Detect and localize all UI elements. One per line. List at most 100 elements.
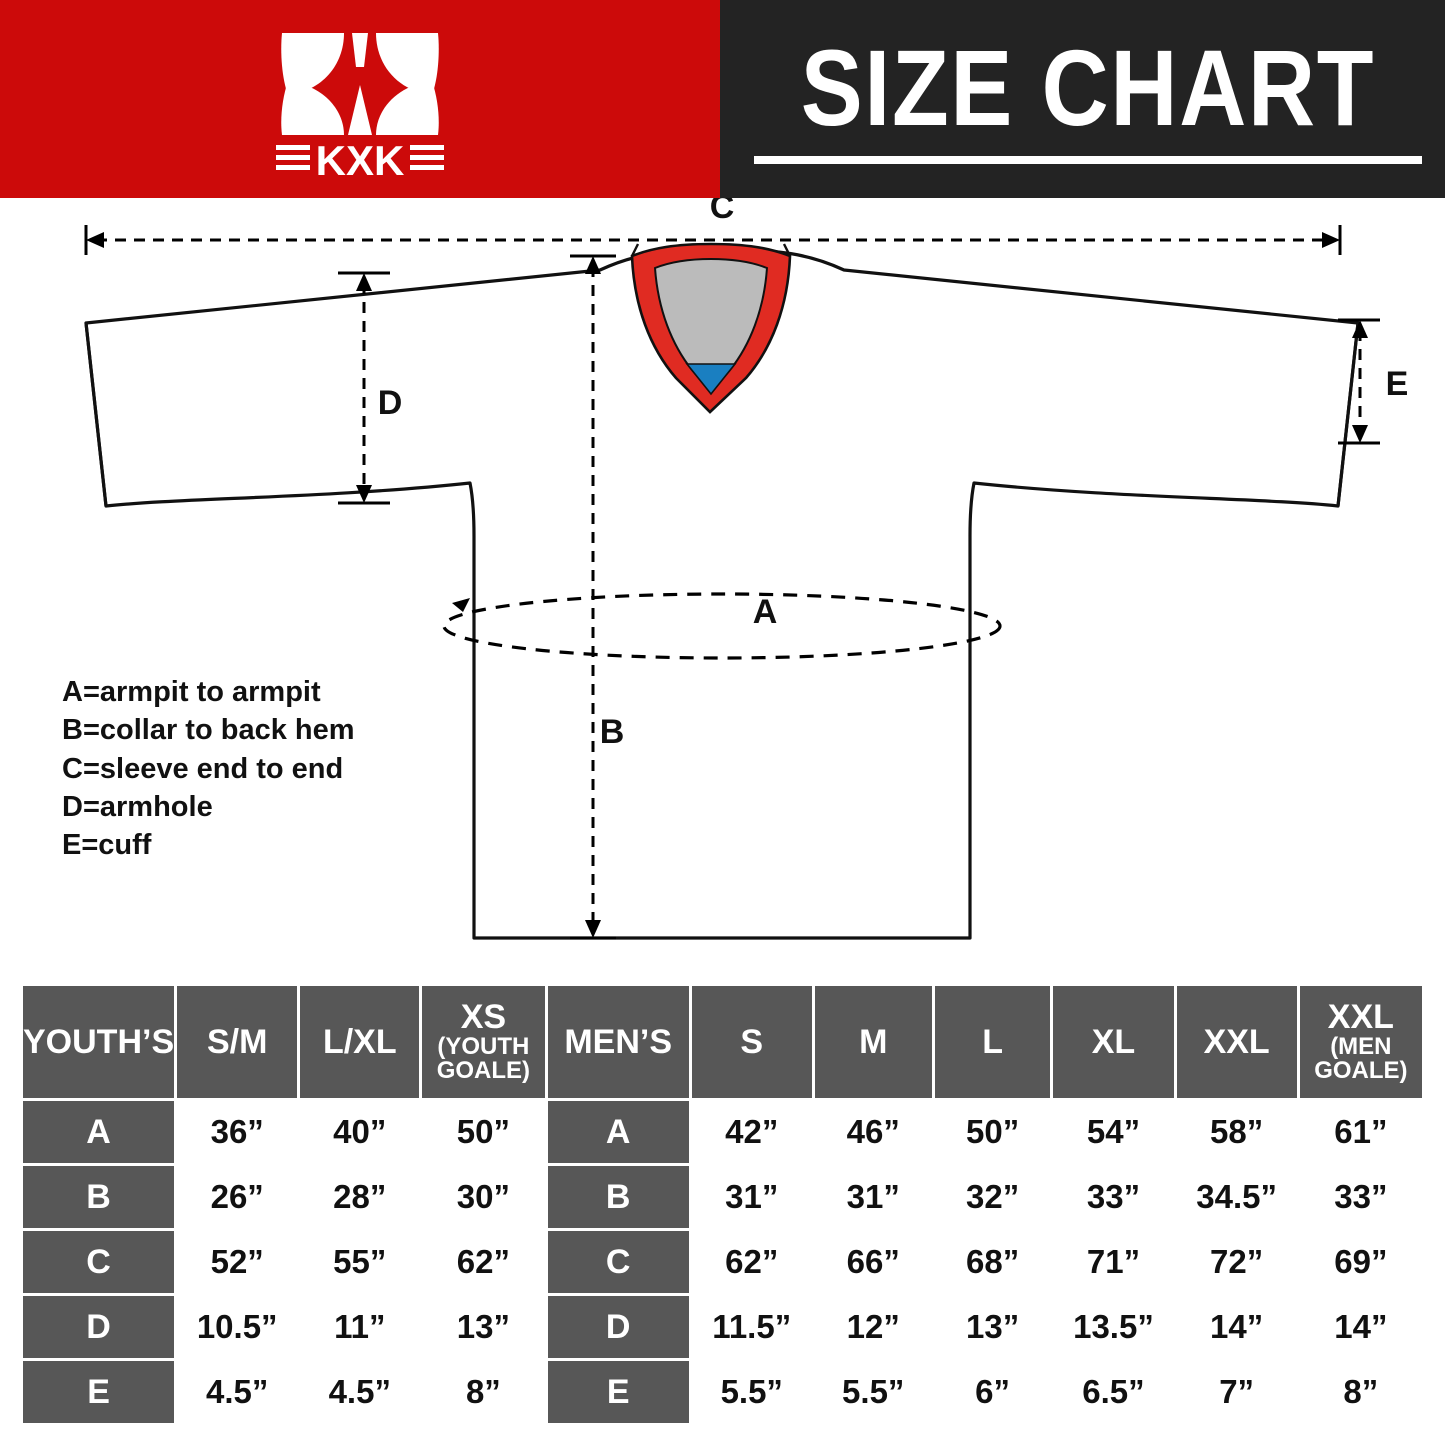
logo-wordmark: KXK xyxy=(316,137,405,179)
cell-men-xl-c: 71” xyxy=(1053,1231,1174,1293)
header-youths: YOUTH’S xyxy=(23,986,175,1098)
cell-youth-lxl-b: 28” xyxy=(300,1166,420,1228)
cell-men-m-d: 12” xyxy=(814,1296,932,1358)
header-mens-label: MEN’S xyxy=(564,1022,673,1061)
size-table-container: YOUTH’S S/M L/XL XS (YOUTH GOALE) MEN’S … xyxy=(20,983,1425,1426)
cell-men-xxl-b: 34.5” xyxy=(1176,1166,1297,1228)
cell-men-goale-b: 33” xyxy=(1299,1166,1422,1228)
table-row: E 4.5” 4.5” 8” E 5.5” 5.5” 6” 6.5” 7” 8” xyxy=(23,1361,1422,1423)
label-b: B xyxy=(600,713,625,751)
table-row: B 26” 28” 30” B 31” 31” 32” 33” 34.5” 33… xyxy=(23,1166,1422,1228)
row-label-men-c: C xyxy=(547,1231,689,1293)
header-men-goale: XXL (MEN GOALE) xyxy=(1299,986,1422,1098)
cell-youth-xs-e: 8” xyxy=(422,1361,545,1423)
header-youth-xs: XS (YOUTH GOALE) xyxy=(422,986,545,1098)
cell-men-s-a: 42” xyxy=(691,1101,812,1163)
dimension-c xyxy=(84,225,1342,255)
row-label-men-b: B xyxy=(547,1166,689,1228)
header-men-xl: XL xyxy=(1053,986,1174,1098)
header-men-xxl: XXL xyxy=(1176,986,1297,1098)
table-row: D 10.5” 11” 13” D 11.5” 12” 13” 13.5” 14… xyxy=(23,1296,1422,1358)
cell-men-s-b: 31” xyxy=(691,1166,812,1228)
header-men-l: L xyxy=(934,986,1051,1098)
dimension-e xyxy=(1338,318,1380,445)
header-men-goale-label: XXL xyxy=(1327,998,1394,1037)
table-body: A 36” 40” 50” A 42” 46” 50” 54” 58” 61” … xyxy=(23,1101,1422,1423)
header-youth-sm-label: S/M xyxy=(206,1022,268,1061)
cell-youth-xs-c: 62” xyxy=(422,1231,545,1293)
header-men-m-label: M xyxy=(859,1022,888,1061)
page-header: KXK SIZE CHART xyxy=(0,0,1445,198)
cell-men-m-b: 31” xyxy=(814,1166,932,1228)
header-youth-lxl: L/XL xyxy=(300,986,420,1098)
cell-youth-sm-b: 26” xyxy=(177,1166,298,1228)
cell-men-l-e: 6” xyxy=(934,1361,1051,1423)
cell-youth-sm-e: 4.5” xyxy=(177,1361,298,1423)
legend-line-b: B=collar to back hem xyxy=(62,714,355,747)
header-youth-sm: S/M xyxy=(177,986,298,1098)
header-men-s-label: S xyxy=(740,1022,764,1061)
cell-men-xxl-c: 72” xyxy=(1176,1231,1297,1293)
jersey-technical-drawing: C D E A B xyxy=(84,198,1409,940)
collar-accent xyxy=(685,363,737,396)
page-title: SIZE CHART xyxy=(800,27,1375,148)
cell-men-l-c: 68” xyxy=(934,1231,1051,1293)
row-label-youth-a: A xyxy=(23,1101,175,1163)
cell-youth-lxl-c: 55” xyxy=(300,1231,420,1293)
legend-line-e: E=cuff xyxy=(62,829,152,862)
title-panel: SIZE CHART xyxy=(720,0,1445,198)
cell-men-m-e: 5.5” xyxy=(814,1361,932,1423)
cell-youth-sm-c: 52” xyxy=(177,1231,298,1293)
cell-men-goale-a: 61” xyxy=(1299,1101,1422,1163)
measurement-legend: A=armpit to armpit B=collar to back hem … xyxy=(62,673,355,864)
cell-men-m-a: 46” xyxy=(814,1101,932,1163)
table-row: A 36” 40” 50” A 42” 46” 50” 54” 58” 61” xyxy=(23,1101,1422,1163)
size-table: YOUTH’S S/M L/XL XS (YOUTH GOALE) MEN’S … xyxy=(20,983,1425,1426)
cell-youth-xs-b: 30” xyxy=(422,1166,545,1228)
header-men-s: S xyxy=(691,986,812,1098)
cell-men-xl-e: 6.5” xyxy=(1053,1361,1174,1423)
cell-men-m-c: 66” xyxy=(814,1231,932,1293)
header-men-goale-sub: (MEN GOALE) xyxy=(1314,1032,1408,1085)
cell-youth-xs-d: 13” xyxy=(422,1296,545,1358)
label-e: E xyxy=(1386,365,1409,403)
header-men-xxl-label: XXL xyxy=(1203,1022,1270,1061)
header-youth-xs-sub: (YOUTH GOALE) xyxy=(436,1032,531,1085)
label-d: D xyxy=(378,384,403,422)
cell-men-goale-e: 8” xyxy=(1299,1361,1422,1423)
cell-youth-xs-a: 50” xyxy=(422,1101,545,1163)
cell-youth-lxl-a: 40” xyxy=(300,1101,420,1163)
cell-youth-sm-a: 36” xyxy=(177,1101,298,1163)
row-label-men-a: A xyxy=(547,1101,689,1163)
cell-men-s-c: 62” xyxy=(691,1231,812,1293)
title-underline xyxy=(753,156,1422,164)
row-label-men-d: D xyxy=(547,1296,689,1358)
header-youth-lxl-label: L/XL xyxy=(322,1022,397,1061)
cell-youth-sm-d: 10.5” xyxy=(177,1296,298,1358)
dimension-b xyxy=(570,254,616,940)
cell-men-xxl-d: 14” xyxy=(1176,1296,1297,1358)
label-a: A xyxy=(753,593,778,631)
cell-men-xxl-e: 7” xyxy=(1176,1361,1297,1423)
cell-men-l-b: 32” xyxy=(934,1166,1051,1228)
row-label-men-e: E xyxy=(547,1361,689,1423)
cell-youth-lxl-e: 4.5” xyxy=(300,1361,420,1423)
cell-men-goale-d: 14” xyxy=(1299,1296,1422,1358)
brand-panel: KXK xyxy=(0,0,720,198)
legend-line-c: C=sleeve end to end xyxy=(62,752,344,785)
row-label-youth-b: B xyxy=(23,1166,175,1228)
cell-men-xl-d: 13.5” xyxy=(1053,1296,1174,1358)
row-label-youth-d: D xyxy=(23,1296,175,1358)
cell-men-xxl-a: 58” xyxy=(1176,1101,1297,1163)
dimension-a xyxy=(442,592,1002,660)
header-men-xl-label: XL xyxy=(1091,1022,1136,1061)
header-youth-xs-label: XS xyxy=(460,998,507,1037)
row-label-youth-c: C xyxy=(23,1231,175,1293)
legend-line-a: A=armpit to armpit xyxy=(62,676,321,708)
table-header-row: YOUTH’S S/M L/XL XS (YOUTH GOALE) MEN’S … xyxy=(23,986,1422,1098)
cuff-edges xyxy=(84,322,1360,507)
label-c: C xyxy=(710,198,735,226)
table-row: C 52” 55” 62” C 62” 66” 68” 71” 72” 69” xyxy=(23,1231,1422,1293)
cell-youth-lxl-d: 11” xyxy=(300,1296,420,1358)
jersey-diagram: C D E A B A=armpit to armpit B=collar to… xyxy=(0,198,1445,978)
